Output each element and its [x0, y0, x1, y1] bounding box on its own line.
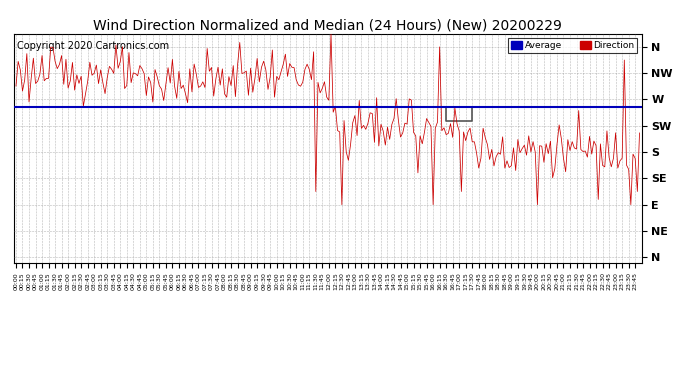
Legend: Average, Direction: Average, Direction [509, 38, 637, 53]
Text: Copyright 2020 Cartronics.com: Copyright 2020 Cartronics.com [17, 40, 169, 51]
Title: Wind Direction Normalized and Median (24 Hours) (New) 20200229: Wind Direction Normalized and Median (24… [93, 19, 562, 33]
